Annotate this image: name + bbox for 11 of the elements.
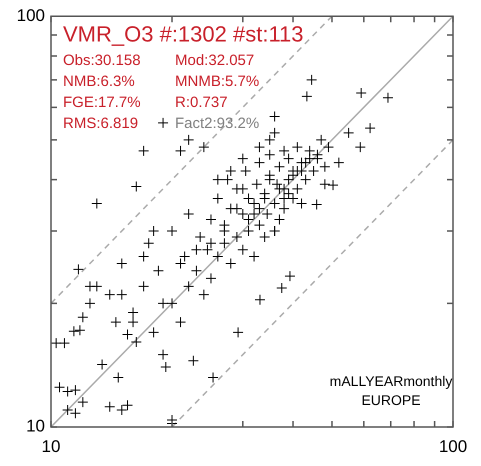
annotation: MNMB:5.7% [175,72,260,90]
annotation: mALLYEARmonthly [330,372,452,389]
chart-title: VMR_O3 #:1302 #st:113 [63,21,304,46]
annotation: NMB:6.3% [63,72,135,90]
annotation: EUROPE [361,392,421,408]
annotation: FGE:17.7% [63,94,141,111]
annotation: Mod:32.057 [175,52,254,69]
annotation: Fact2:93.2% [175,114,260,132]
annotation: Obs:30.158 [63,52,141,69]
annotation: RMS:6.819 [63,114,138,132]
annotation: R:0.737 [175,94,228,111]
